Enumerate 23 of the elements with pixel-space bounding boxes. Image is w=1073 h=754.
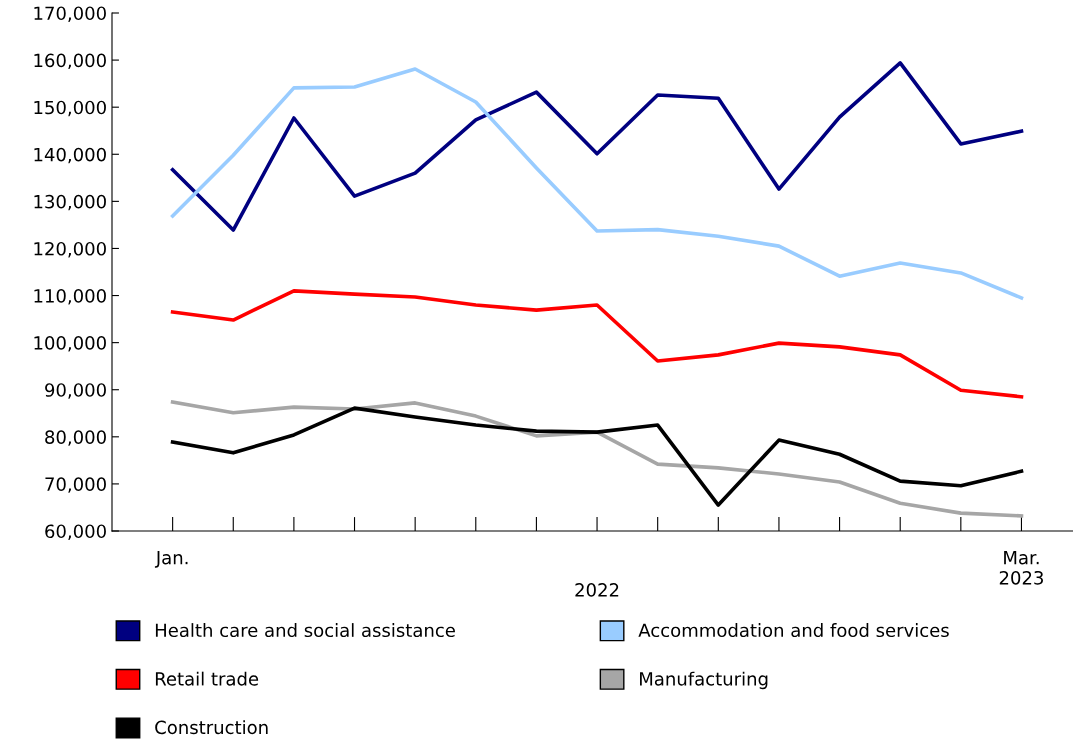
y-tick-label: 70,000 — [45, 477, 106, 493]
y-tick-label: 80,000 — [45, 430, 106, 446]
x-tick-label: Mar. 2023 — [999, 551, 1043, 585]
y-tick-label: 130,000 — [34, 194, 106, 211]
y-tick-label: 170,000 — [34, 6, 106, 22]
y-tick-label: 160,000 — [34, 53, 106, 70]
line-series — [170, 289, 1024, 399]
x-tick-label: Jan. — [154, 551, 188, 568]
text: 2022 — [575, 583, 619, 597]
line-series — [170, 61, 1024, 232]
y-tick-label: 90,000 — [45, 383, 106, 399]
y-tick-label: 60,000 — [45, 524, 106, 540]
legend-label: Manufacturing — [640, 671, 768, 690]
line-series — [170, 67, 1024, 300]
y-tick-label: 150,000 — [34, 100, 106, 117]
legend-label: Health care and social assistance — [155, 623, 455, 638]
y-tick-label: 140,000 — [34, 147, 106, 164]
legend-label: Construction — [155, 720, 268, 735]
legend-label: Accommodation and food services — [638, 623, 949, 638]
legend-label: Retail trade — [155, 671, 259, 686]
y-tick-label: 100,000 — [34, 336, 106, 352]
y-tick-label: 120,000 — [34, 241, 106, 258]
y-tick-label: 110,000 — [34, 289, 106, 305]
